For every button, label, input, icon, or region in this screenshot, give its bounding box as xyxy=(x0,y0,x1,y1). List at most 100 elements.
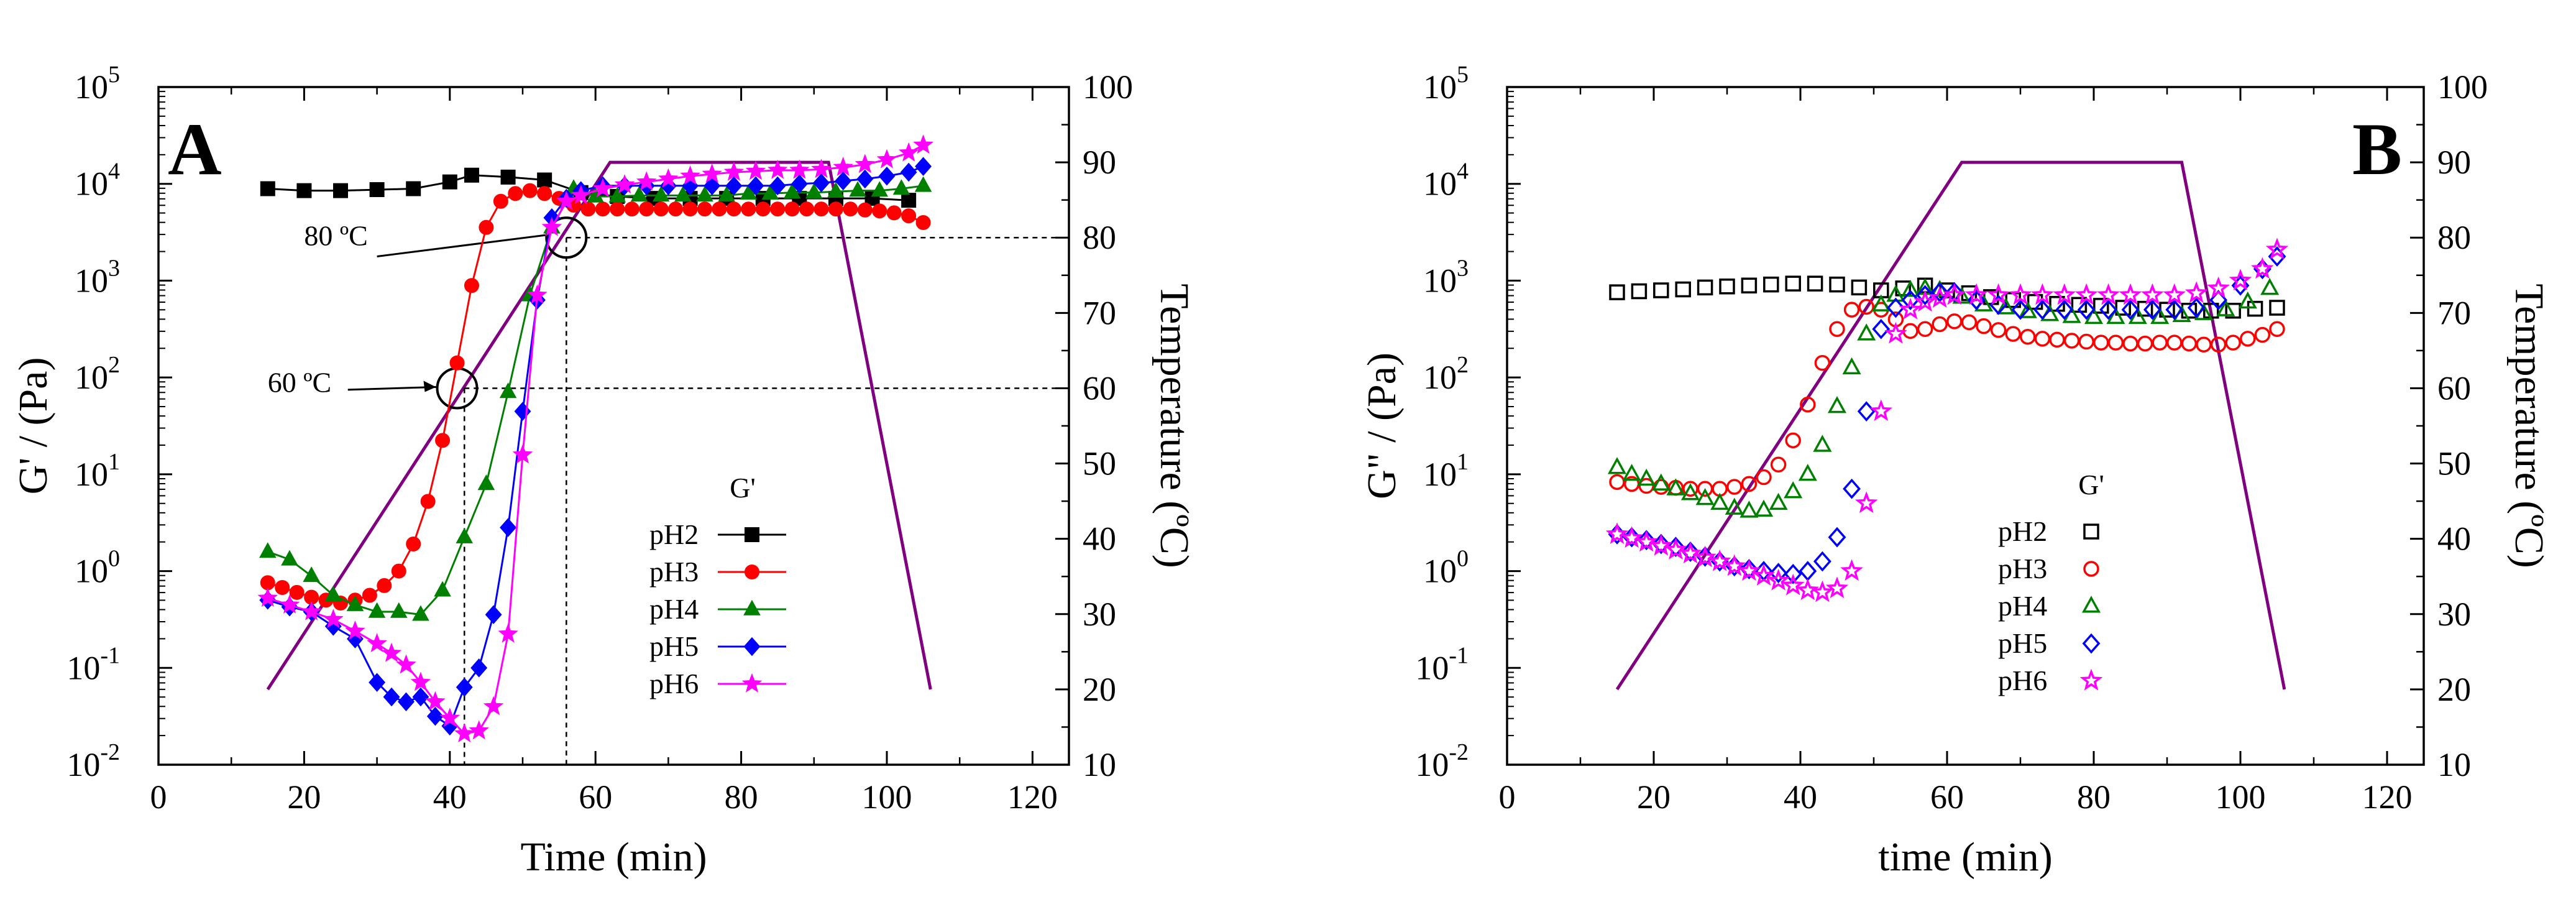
data-point-pH5 xyxy=(1967,290,1986,310)
data-point-pH3 xyxy=(1976,318,1992,334)
data-point-pH3 xyxy=(2049,331,2065,348)
data-point-pH3 xyxy=(1843,302,1860,318)
data-point-pH4 xyxy=(2238,291,2257,309)
data-point-pH6 xyxy=(439,708,461,727)
y-tick-base: 10 xyxy=(1415,649,1449,686)
data-point-pH6 xyxy=(1825,576,1849,599)
data-point-pH6 xyxy=(636,171,657,191)
data-point-pH6 xyxy=(1634,530,1658,552)
data-point-pH2 xyxy=(406,181,421,196)
data-point-pH6 xyxy=(323,609,344,629)
data-point-pH4 xyxy=(1813,435,1832,452)
data-point-pH6 xyxy=(658,168,679,188)
data-point-pH4 xyxy=(1666,478,1685,496)
y-tick-base: 10 xyxy=(1423,165,1457,203)
data-point-pH3 xyxy=(857,202,873,218)
data-point-pH4 xyxy=(805,183,823,199)
x-tick-label: 20 xyxy=(1637,778,1671,816)
data-point-pH5 xyxy=(2187,297,2206,318)
data-point-pH4 xyxy=(2128,307,2147,325)
y-tick-base: 10 xyxy=(75,553,108,590)
y2-tick-label: 60 xyxy=(1083,369,1116,407)
data-point-pH3 xyxy=(2196,336,2212,353)
data-point-pH3 xyxy=(1609,474,1625,491)
data-point-pH4 xyxy=(849,181,866,197)
series-pH6 xyxy=(1605,237,2289,602)
y2-tick-label: 60 xyxy=(2437,369,2471,407)
data-point-pH5 xyxy=(813,173,830,193)
y-tick-label: 105 xyxy=(75,62,120,106)
y-tick-exponent: 3 xyxy=(108,255,120,281)
x-tick-label: 0 xyxy=(150,778,167,816)
panel-letter: A xyxy=(168,108,222,190)
data-point-pH6 xyxy=(913,134,933,154)
data-point-pH5 xyxy=(1916,285,1935,306)
data-point-pH3 xyxy=(755,201,771,217)
data-point-pH4 xyxy=(761,184,779,200)
y-axis-label: G' / (Pa) xyxy=(11,357,56,495)
data-point-pH5 xyxy=(2209,290,2228,310)
data-point-pH3 xyxy=(668,201,684,217)
data-point-pH3 xyxy=(828,201,843,217)
legend-marker-pH4 xyxy=(743,599,761,615)
data-point-pH3 xyxy=(1770,456,1787,473)
data-point-pH4 xyxy=(1798,464,1817,481)
data-point-pH6 xyxy=(745,160,766,180)
data-point-pH3 xyxy=(2181,335,2198,352)
data-point-pH4 xyxy=(499,382,517,399)
data-point-pH6 xyxy=(1620,526,1643,548)
data-point-pH5 xyxy=(485,605,502,624)
data-point-pH5 xyxy=(369,673,386,692)
data-point-pH4 xyxy=(412,605,429,621)
data-point-pH5 xyxy=(915,157,932,176)
temperature-profile-line xyxy=(1615,160,2286,691)
data-point-pH3 xyxy=(464,278,479,293)
data-point-pH6 xyxy=(1781,573,1805,596)
y-tick-base: 10 xyxy=(75,165,108,203)
data-point-pH5 xyxy=(1945,282,1964,303)
data-point-pH3 xyxy=(2078,333,2094,350)
data-point-pH3 xyxy=(2225,334,2241,351)
data-point-pH3 xyxy=(886,205,902,221)
data-point-pH3 xyxy=(610,201,625,217)
data-point-pH3 xyxy=(872,203,887,219)
y2-tick-label: 90 xyxy=(2437,144,2471,181)
data-point-pH6 xyxy=(2074,283,2098,305)
data-point-pH3 xyxy=(1829,321,1845,338)
data-point-pH4 xyxy=(1710,492,1730,510)
data-point-pH4 xyxy=(434,581,451,597)
data-point-pH5 xyxy=(2099,299,2118,320)
data-point-pH6 xyxy=(614,174,635,194)
data-point-pH6 xyxy=(410,671,431,691)
data-point-pH5 xyxy=(2143,299,2161,320)
y-tick-base: 10 xyxy=(75,359,108,396)
legend-marker-pH2 xyxy=(745,527,759,542)
data-point-pH3 xyxy=(275,580,290,596)
data-point-pH3 xyxy=(2093,334,2109,351)
data-point-pH6 xyxy=(1738,559,1761,581)
data-point-pH3 xyxy=(435,433,451,448)
data-point-pH4 xyxy=(2084,307,2104,325)
data-point-pH6 xyxy=(367,633,387,653)
data-point-pH6 xyxy=(1943,283,1966,305)
data-point-pH3 xyxy=(2210,336,2227,353)
data-point-pH6 xyxy=(396,654,416,674)
data-point-pH6 xyxy=(855,154,876,173)
data-point-pH6 xyxy=(1694,545,1717,568)
data-point-pH6 xyxy=(2119,283,2142,305)
data-point-pH6 xyxy=(1840,559,1863,581)
annotation-80-arrow xyxy=(377,234,546,257)
data-point-pH5 xyxy=(878,166,896,186)
data-point-pH2 xyxy=(1609,284,1625,300)
data-point-pH6 xyxy=(1928,286,1951,308)
y-tick-label: 101 xyxy=(75,449,120,493)
x-tick-label: 20 xyxy=(287,778,321,816)
y-axis-label: G" / (Pa) xyxy=(1359,353,1405,499)
legend-label-pH3: pH3 xyxy=(649,556,699,588)
data-point-pH4 xyxy=(346,595,364,611)
temperature-profile-line xyxy=(266,160,932,691)
data-point-pH2 xyxy=(1873,282,1889,298)
data-point-pH3 xyxy=(1756,469,1772,486)
data-point-pH2 xyxy=(1741,277,1758,293)
data-point-pH5 xyxy=(1857,401,1876,422)
